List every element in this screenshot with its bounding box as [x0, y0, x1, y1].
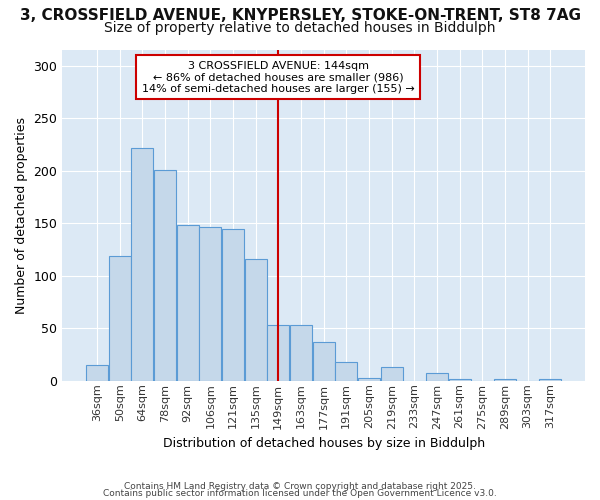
Bar — [539, 378, 561, 381]
Bar — [426, 374, 448, 381]
Bar — [494, 378, 516, 381]
Bar — [380, 367, 403, 381]
Bar — [449, 378, 470, 381]
Text: Size of property relative to detached houses in Biddulph: Size of property relative to detached ho… — [104, 21, 496, 35]
Bar — [290, 325, 312, 381]
Bar — [313, 342, 335, 381]
Bar — [335, 362, 357, 381]
Bar — [268, 325, 289, 381]
Bar — [109, 256, 131, 381]
Text: Contains HM Land Registry data © Crown copyright and database right 2025.: Contains HM Land Registry data © Crown c… — [124, 482, 476, 491]
Text: Contains public sector information licensed under the Open Government Licence v3: Contains public sector information licen… — [103, 488, 497, 498]
Bar — [245, 259, 266, 381]
Text: 3 CROSSFIELD AVENUE: 144sqm
← 86% of detached houses are smaller (986)
14% of se: 3 CROSSFIELD AVENUE: 144sqm ← 86% of det… — [142, 60, 415, 94]
Bar — [176, 226, 199, 381]
Bar — [131, 148, 154, 381]
X-axis label: Distribution of detached houses by size in Biddulph: Distribution of detached houses by size … — [163, 437, 485, 450]
Y-axis label: Number of detached properties: Number of detached properties — [15, 117, 28, 314]
Text: 3, CROSSFIELD AVENUE, KNYPERSLEY, STOKE-ON-TRENT, ST8 7AG: 3, CROSSFIELD AVENUE, KNYPERSLEY, STOKE-… — [19, 8, 581, 22]
Bar — [154, 170, 176, 381]
Bar — [86, 365, 108, 381]
Bar — [199, 228, 221, 381]
Bar — [222, 228, 244, 381]
Bar — [358, 378, 380, 381]
